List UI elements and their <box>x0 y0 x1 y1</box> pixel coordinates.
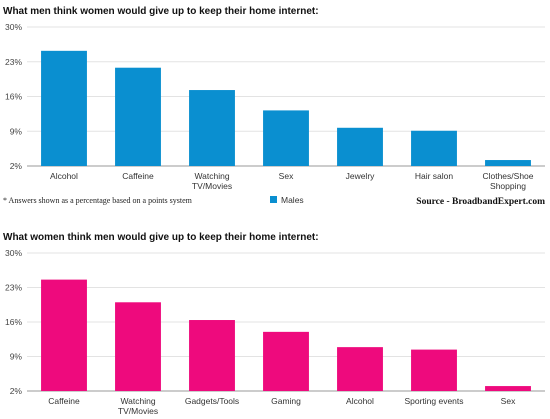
x-tick-label: Sex <box>279 171 294 181</box>
bar <box>41 50 87 167</box>
chart-1-title: What men think women would give up to ke… <box>3 6 319 17</box>
chart-1-bars <box>41 50 531 167</box>
x-tick-label: Clothes/Shoe Shopping <box>482 171 533 191</box>
y-tick-label: 2% <box>10 161 23 171</box>
bar <box>189 90 235 166</box>
bar <box>485 160 531 166</box>
bar <box>485 386 531 391</box>
chart-2-y-axis: 2% 9% 16% 23% 30% <box>5 248 22 396</box>
y-tick-label: 23% <box>5 57 22 67</box>
y-tick-label: 9% <box>10 126 23 136</box>
legend-swatch-males <box>270 196 277 203</box>
males-chart: What men think women would give up to ke… <box>3 6 545 207</box>
x-tick-label: Gadgets/Tools <box>185 396 239 406</box>
chart-1-y-axis: 2% 9% 16% 23% 30% <box>5 22 22 171</box>
bar <box>115 302 161 391</box>
bar <box>189 320 235 391</box>
chart-2-title: What women think men would give up to ke… <box>3 232 319 243</box>
bar <box>41 279 87 391</box>
y-tick-label: 30% <box>5 22 22 32</box>
y-tick-label: 9% <box>10 352 23 362</box>
x-tick-label: Sporting events <box>404 396 463 406</box>
x-tick-label: Gaming <box>271 396 301 406</box>
x-tick-label: Watching TV/Movies <box>192 171 232 191</box>
y-tick-label: 30% <box>5 248 22 258</box>
legend-label-males: Males <box>281 195 304 205</box>
bar <box>337 347 383 391</box>
bar <box>263 110 309 166</box>
chart-1-footnote: * Answers shown as a percentage based on… <box>3 196 193 205</box>
y-tick-label: 16% <box>5 92 22 102</box>
bar <box>263 331 309 391</box>
y-tick-label: 16% <box>5 317 22 327</box>
chart-1-x-axis: Alcohol Caffeine Watching TV/Movies Sex Jewel… <box>50 171 534 191</box>
chart-1-source: Source - BroadbandExpert.com <box>416 197 545 207</box>
chart-2-bars <box>41 279 531 391</box>
x-tick-label: Watching TV/Movies <box>118 396 158 416</box>
bar <box>411 349 457 391</box>
bar <box>115 67 161 166</box>
x-tick-label: Alcohol <box>346 396 374 406</box>
chart-2-x-axis: Caffeine Watching TV/Movies Gadgets/Tools Ga… <box>48 396 516 416</box>
x-tick-label: Caffeine <box>122 171 154 181</box>
x-tick-label: Sex <box>501 396 516 406</box>
bar <box>337 127 383 166</box>
y-tick-label: 23% <box>5 283 22 293</box>
bar <box>411 130 457 166</box>
y-tick-label: 2% <box>10 386 23 396</box>
x-tick-label: Alcohol <box>50 171 78 181</box>
females-chart: What women think men would give up to ke… <box>3 232 545 416</box>
x-tick-label: Caffeine <box>48 396 80 406</box>
x-tick-label: Hair salon <box>415 171 454 181</box>
x-tick-label: Jewelry <box>346 171 376 181</box>
